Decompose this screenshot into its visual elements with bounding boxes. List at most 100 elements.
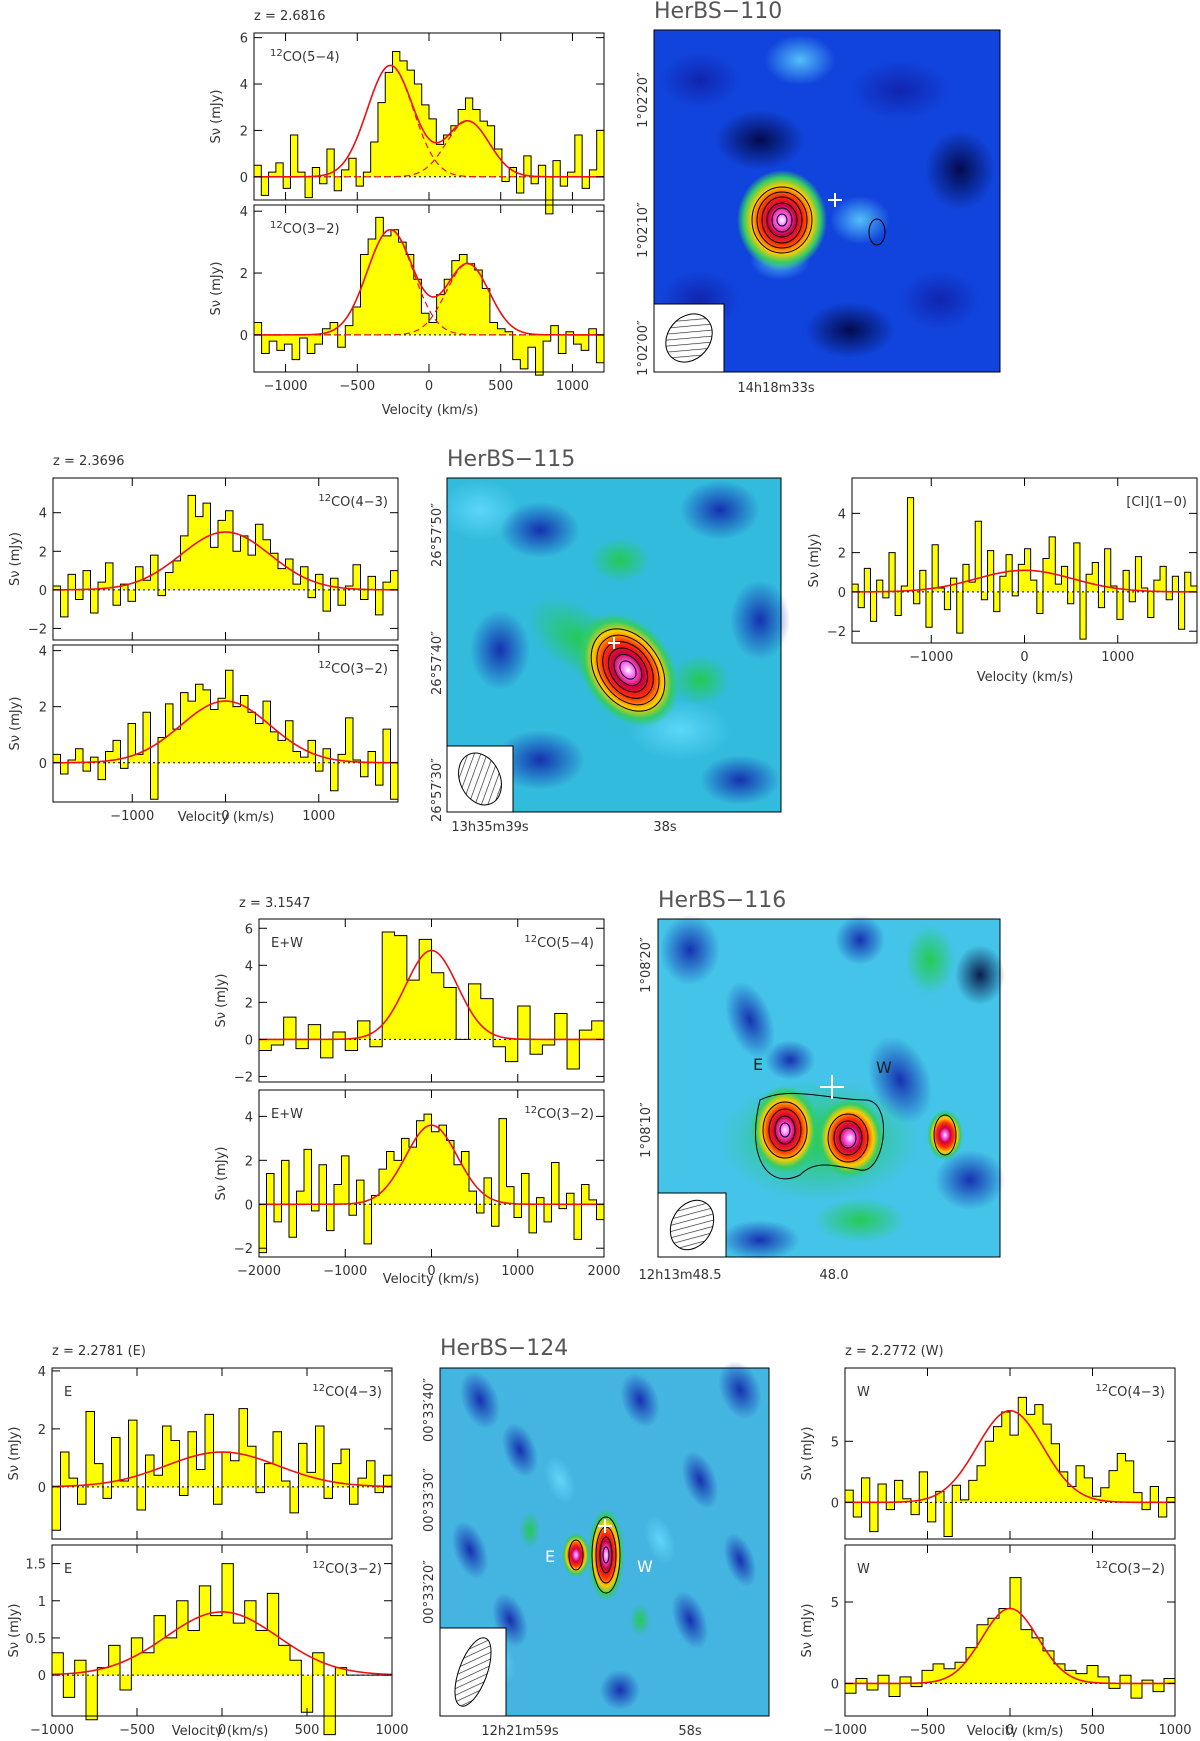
y-tick-label: 0: [831, 1677, 839, 1692]
histogram-fill: [259, 1114, 604, 1253]
y-tick-label: 2: [838, 547, 846, 562]
line-label: 12CO(3−2): [318, 660, 388, 677]
y-tick-label: 0.5: [25, 1632, 46, 1647]
fit-line: [845, 1409, 1175, 1504]
velocity-axis: −1000 0 1000: [909, 650, 1134, 665]
y-axis-label: Sν (mJy): [209, 262, 224, 316]
x-axis-label: Velocity (km/s): [383, 1272, 480, 1287]
line-label: 12CO(4−3): [318, 493, 388, 510]
y-tick-label: 2: [245, 996, 253, 1011]
line-species: CO(4−3): [331, 495, 388, 510]
line-isotope: 12: [318, 493, 331, 504]
x-tick-label: 2000: [587, 1264, 620, 1279]
x-tick-label: 0: [218, 1723, 226, 1737]
y-axis-label: Sν (mJy): [7, 1604, 22, 1658]
dec-tick-label: 26°57′40″: [430, 631, 445, 695]
ra-tick-label: 12h13m48.5: [639, 1268, 722, 1283]
y-tick-label: 2: [245, 1154, 253, 1169]
line-species: CO(3−2): [537, 1107, 594, 1122]
y-tick-label: 0: [38, 1481, 46, 1496]
spectrum-panel: 0 5 Sν (mJy) 12CO(4−3) W: [800, 1367, 1176, 1540]
y-tick-label: 2: [240, 124, 248, 139]
y-axis-label: Sν (mJy): [214, 1147, 229, 1201]
intensity-map: E W: [439, 1360, 770, 1717]
ra-tick-label: 13h35m39s: [451, 820, 529, 835]
y-tick-label: −2: [234, 1070, 253, 1085]
histogram-fill: [53, 495, 398, 617]
component-tag: E+W: [271, 936, 303, 951]
x-tick-label: 1000: [1101, 650, 1134, 665]
line-isotope: 12: [1095, 1383, 1108, 1394]
component-tag: W: [857, 1385, 870, 1400]
component-label: E: [545, 1547, 555, 1566]
histogram-outline: [51, 1408, 392, 1531]
x-tick-label: −500: [119, 1723, 155, 1737]
y-axis-label: Sν (mJy): [7, 1427, 22, 1481]
fit-line: [52, 700, 399, 764]
component-tag: E+W: [271, 1107, 303, 1122]
line-isotope: 12: [318, 660, 331, 671]
y-tick-label: −2: [827, 625, 846, 640]
line-label: 12CO(3−2): [270, 220, 340, 237]
x-tick-label: 1000: [1158, 1723, 1191, 1737]
spectrum-panel: 0 2 4 Sν (mJy) 12CO(4−3) E: [7, 1365, 393, 1540]
redshift-label: z = 2.2772 (W): [845, 1344, 944, 1359]
x-tick-label: 0: [1020, 650, 1028, 665]
fit-line: [254, 228, 604, 336]
x-tick-label: −1000: [909, 650, 953, 665]
source-title: HerBS−110: [654, 0, 782, 24]
y-axis-label: Sν (mJy): [8, 697, 23, 751]
line-isotope: 12: [270, 48, 283, 59]
line-isotope: 12: [524, 1105, 537, 1116]
dec-tick-label: 1°02′00″: [636, 320, 651, 376]
x-tick-label: −1000: [264, 379, 308, 394]
line-isotope: 12: [312, 1383, 325, 1394]
y-tick-label: 2: [240, 267, 248, 282]
y-tick-label: 4: [245, 1110, 253, 1125]
y-axis-label: Sν (mJy): [807, 534, 822, 588]
y-tick-label: 0: [240, 171, 248, 186]
line-isotope: 12: [524, 934, 537, 945]
x-axis-label: Velocity (km/s): [178, 810, 275, 825]
y-tick-label: 0: [39, 584, 47, 599]
y-tick-label: 0: [240, 329, 248, 344]
histogram-outline: [253, 51, 604, 215]
line-species: CO(3−2): [325, 1562, 382, 1577]
y-axis-label: Sν (mJy): [800, 1604, 815, 1658]
intensity-map: [440, 477, 790, 813]
fit-line: [51, 1611, 393, 1676]
component-label: W: [876, 1058, 892, 1077]
x-axis-label: Velocity (km/s): [967, 1724, 1064, 1737]
spectrum-panel: −2 0 2 4 6 Sν (mJy) 12CO(5−4) E+W: [214, 918, 605, 1085]
spectrum-panel: 0 5 Sν (mJy) 12CO(3−2) W: [800, 1544, 1176, 1717]
y-tick-label: 2: [39, 545, 47, 560]
x-tick-label: −2000: [237, 1264, 281, 1279]
fit-line: [259, 949, 604, 1041]
y-tick-label: 5: [831, 1435, 839, 1450]
component-label: W: [637, 1557, 653, 1576]
y-tick-label: 6: [245, 922, 253, 937]
y-tick-label: 0: [38, 1669, 46, 1684]
dec-tick-label: 1°08′20″: [639, 937, 654, 993]
x-tick-label: −1000: [323, 1264, 367, 1279]
x-tick-label: 500: [488, 379, 513, 394]
spectrum-panel: −2 0 2 4 Sν (mJy) 12CO(4−3): [8, 477, 399, 641]
ra-tick-label: 48.0: [820, 1268, 849, 1283]
line-species: CO(3−2): [283, 222, 340, 237]
ra-tick-label: 58s: [678, 1724, 702, 1737]
spectrum-panel: 0 2 4 6 Sν (mJy) 12CO(5−4): [209, 32, 605, 215]
x-tick-label: 0: [427, 1264, 435, 1279]
histogram-fill: [845, 1577, 1175, 1699]
line-label: 12CO(4−3): [1095, 1383, 1165, 1400]
histogram-outline: [52, 494, 398, 618]
redshift-label: z = 3.1547: [239, 896, 310, 911]
ra-tick-label: 38s: [653, 820, 677, 835]
line-label: 12CO(5−4): [270, 48, 340, 65]
y-tick-label: −2: [234, 1242, 253, 1257]
line-isotope: 12: [270, 220, 283, 231]
spectrum-panel: 0 0.5 1 1.5 Sν (mJy) 12CO(3−2) E: [7, 1544, 393, 1736]
histogram-fill: [254, 217, 604, 376]
x-tick-label: 0: [1006, 1723, 1014, 1737]
y-tick-label: 4: [838, 507, 846, 522]
